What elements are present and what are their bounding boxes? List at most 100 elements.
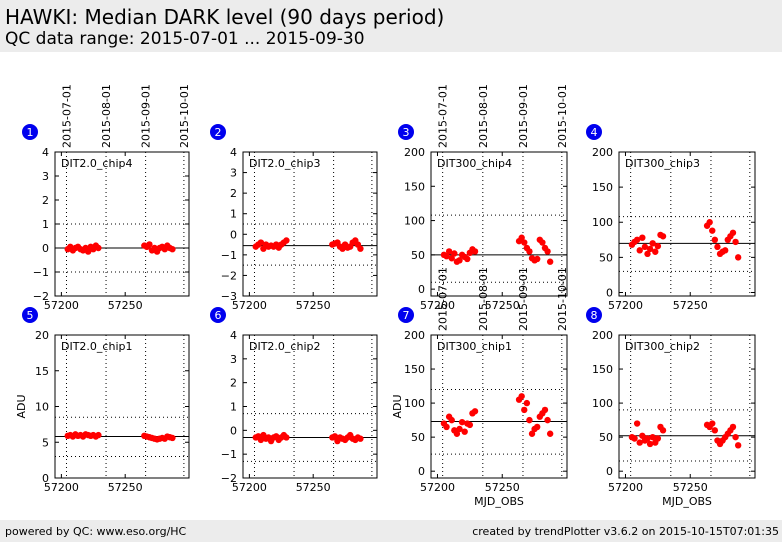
plot-5-number-badge-label: 5 (27, 309, 34, 322)
plot-6-data-point-24 (357, 435, 364, 442)
plot-1-date-label-2: 2015-09-01 (140, 84, 153, 148)
plot-8-ytick-label-1: 50 (599, 431, 613, 444)
plot-1-number-badge (22, 124, 38, 140)
plot-4-data-point-7 (646, 245, 654, 253)
plot-3-data-point-6 (456, 257, 463, 264)
plot-3-data-point-25 (546, 258, 554, 265)
header-bar: HAWKI: Median DARK level (90 days period… (0, 0, 782, 52)
plot-2-ytick-label-3: 0 (230, 228, 237, 241)
plot-5-title: DIT2.0_chip1 (61, 340, 132, 353)
plot-3-data-point-17 (526, 248, 533, 255)
plot-4-data-point-12 (659, 233, 667, 240)
plot-8-data-point-23 (729, 423, 737, 431)
plot-3-ytick-label-1: 50 (411, 249, 425, 262)
plot-4-ytick-label-3: 150 (592, 181, 613, 194)
plot-2-ytick-label-6: 3 (230, 167, 237, 180)
plot-3-ytick-label-0: 0 (418, 283, 425, 296)
plot-7-xlabel: MJD_OBS (474, 495, 524, 508)
plot-7-data-point-25 (546, 430, 554, 437)
plot-3-title: DIT300_chip4 (437, 157, 512, 170)
page-subtitle: QC data range: 2015-07-01 ... 2015-09-30 (5, 29, 365, 49)
plot-4-data-point-6 (644, 250, 651, 258)
plot-3-data-point-2 (445, 248, 453, 255)
plot-8-xlabel: MJD_OBS (662, 495, 712, 508)
plot-2-number-badge-label: 2 (215, 126, 222, 139)
plot-8-data-point-4 (639, 432, 646, 439)
plot-1-ytick-label-4: 2 (42, 194, 49, 207)
plot-7-data-point-7 (458, 418, 466, 426)
plot-7-ylabel: ADU (391, 394, 404, 418)
plot-5-ytick-label-1: 5 (42, 436, 49, 449)
plot-7-date-label-0: 2015-07-01 (437, 267, 450, 331)
plot-6-number-badge-label: 6 (215, 309, 222, 322)
plot-4-data-point-4 (639, 234, 646, 241)
plot-4-data-point-25 (734, 254, 742, 261)
plot-3-data-point-1 (443, 253, 450, 260)
plot-4-ytick-label-4: 200 (592, 146, 613, 159)
plot-7-number-badge (398, 307, 414, 323)
plot-1-number-badge-label: 1 (27, 126, 34, 139)
plot-7-data-point-17 (526, 416, 533, 424)
plot-7-data-point-20 (534, 423, 541, 431)
plot-3-data-point-3 (448, 255, 455, 262)
plot-6-ytick-label-5: 3 (230, 353, 237, 366)
plot-6-xtick-label-0: 57200 (232, 481, 267, 494)
plot-3-data-point-20 (534, 255, 541, 263)
plot-5-ytick-label-3: 15 (35, 365, 49, 378)
plot-3-xtick-label-1: 57250 (485, 299, 520, 312)
plot-1-xtick-label-0: 57200 (44, 299, 79, 312)
plot-6-data-point-14 (331, 433, 339, 440)
plot-8-data-point-15 (709, 420, 716, 427)
plot-3-data-point-24 (544, 248, 551, 255)
plot-2-data-point-24 (357, 245, 364, 252)
plot-3-date-label-2: 2015-09-01 (517, 84, 530, 148)
plot-4-data-point-2 (633, 236, 641, 244)
plot-8-data-point-10 (654, 435, 662, 442)
plot-7-data-point-6 (456, 425, 463, 433)
plot-6-ytick-label-2: 0 (230, 424, 237, 437)
plot-4-ytick-label-1: 50 (599, 251, 613, 264)
plot-4-data-point-15 (709, 227, 716, 234)
plot-7-date-label-2: 2015-09-01 (517, 267, 530, 331)
plot-6-number-badge (210, 307, 226, 323)
plot-1-ytick-label-0: −2 (33, 290, 49, 303)
plot-8-ytick-label-2: 100 (592, 397, 613, 410)
plot-5-data-point-12 (95, 431, 102, 439)
plot-8-axes-frame (618, 334, 756, 479)
plot-5-number-badge (22, 307, 38, 323)
plot-8-data-point-16 (711, 427, 719, 434)
plot-1-title: DIT2.0_chip4 (61, 157, 132, 170)
plot-6-ytick-label-6: 4 (230, 329, 237, 342)
plot-4-data-point-14 (706, 219, 713, 226)
plot-6-data-point-2 (257, 436, 265, 444)
plot-3-data-point-14 (518, 234, 525, 241)
plot-3-ytick-label-3: 150 (404, 180, 425, 193)
plot-7-data-point-23 (541, 406, 549, 414)
plot-3-data-point-4 (451, 250, 458, 257)
plot-8-data-point-1 (631, 435, 638, 442)
plot-8-ytick-label-0: 0 (606, 465, 613, 478)
plot-8-data-point-7 (646, 440, 654, 448)
plot-2-title: DIT2.0_chip3 (249, 157, 320, 170)
plot-7-axes-frame (430, 334, 568, 479)
plot-2-xtick-label-1: 57250 (296, 299, 331, 312)
plot-4-xtick-label-0: 57200 (608, 299, 643, 312)
plot-4-title: DIT300_chip3 (625, 157, 700, 170)
plot-8-number-badge-label: 8 (591, 309, 598, 322)
plot-4-data-point-24 (732, 238, 739, 246)
plot-3-number-badge-label: 3 (403, 126, 410, 139)
plot-3-date-label-0: 2015-07-01 (437, 84, 450, 148)
plot-4-data-point-8 (649, 240, 656, 247)
plot-8-xtick-label-0: 57200 (608, 481, 643, 494)
plot-7-xtick-label-1: 57250 (485, 481, 520, 494)
plot-5-ylabel: ADU (15, 394, 28, 418)
plot-4-data-point-3 (636, 247, 643, 254)
plot-4-number-badge-label: 4 (591, 126, 598, 139)
plot-7-data-point-1 (443, 423, 450, 431)
plot-8-xtick-label-1: 57250 (673, 481, 708, 494)
plot-1-ytick-label-2: 0 (42, 242, 49, 255)
plot-1-ytick-label-3: 1 (42, 218, 49, 231)
plot-7-ytick-label-1: 50 (411, 431, 425, 444)
plot-1-ytick-label-5: 3 (42, 170, 49, 183)
